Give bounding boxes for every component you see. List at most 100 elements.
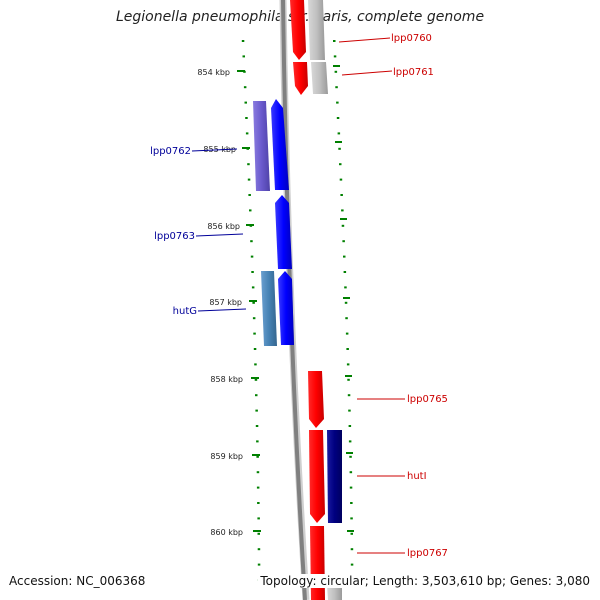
minor-tick-dot (342, 240, 345, 243)
minor-tick-dot (251, 271, 254, 273)
minor-tick-dot (257, 563, 261, 566)
gene-steel-1[interactable] (261, 271, 277, 346)
label-lpp0767[interactable]: lpp0767 (407, 548, 448, 559)
tick-label: 859 kbp (210, 452, 243, 461)
minor-tick-dot (338, 147, 341, 150)
minor-tick-dot (333, 40, 336, 42)
label-lpp0762[interactable]: lpp0762 (150, 146, 191, 157)
gene-purple-1[interactable] (253, 101, 270, 191)
leader-line (341, 70, 393, 76)
tick-label: 860 kbp (210, 528, 243, 537)
minor-tick-dot (341, 209, 344, 212)
minor-tick-dot (250, 240, 253, 243)
tick-mark (246, 224, 254, 226)
minor-tick-dot (257, 548, 261, 551)
minor-tick-dot (350, 563, 354, 566)
tick-label: 856 kbp (207, 222, 240, 231)
minor-tick-dot (252, 317, 256, 320)
minor-tick-dot (350, 532, 353, 535)
minor-tick-dot (349, 486, 353, 489)
minor-tick-dot (245, 132, 249, 135)
label-lpp0761[interactable]: lpp0761 (393, 67, 434, 78)
label-lpp0760[interactable]: lpp0760 (391, 33, 432, 44)
minor-tick-dot (336, 117, 340, 119)
minor-tick-dot (349, 455, 352, 458)
minor-tick-dot (257, 517, 260, 520)
minor-tick-dot (343, 255, 346, 258)
minor-tick-dot (244, 101, 247, 104)
minor-tick-dot (257, 502, 260, 504)
minor-tick-dot (253, 348, 257, 350)
outer-tick (346, 452, 353, 454)
minor-tick-dot (335, 86, 338, 89)
gene-track (253, 0, 342, 600)
tick-mark (249, 300, 257, 302)
leader-line (197, 308, 247, 312)
minor-tick-dot (250, 255, 254, 258)
gene-lpp0760[interactable] (290, 0, 306, 60)
minor-tick-dot (241, 40, 245, 42)
outer-tick (340, 218, 347, 220)
minor-tick-dot (345, 332, 349, 335)
minor-tick-dot (340, 194, 343, 196)
accession-text: Accession: NC_006368 (7, 574, 148, 588)
minor-tick-dot (255, 425, 259, 427)
label-hutI[interactable]: hutI (407, 471, 427, 482)
minor-tick-dot (344, 286, 347, 289)
minor-tick-dot (245, 117, 248, 119)
leader-line (195, 233, 244, 237)
label-lpp0763[interactable]: lpp0763 (154, 231, 195, 242)
minor-tick-dot (348, 440, 352, 443)
minor-tick-dot (256, 440, 259, 443)
tick-label: 858 kbp (210, 375, 243, 384)
tick-label: 857 kbp (209, 298, 242, 307)
label-lpp0765[interactable]: lpp0765 (407, 394, 448, 405)
gene-grey-upper[interactable] (308, 0, 325, 60)
minor-tick-dot (242, 55, 245, 58)
gene-lpp0761[interactable] (293, 62, 308, 95)
minor-tick-dot (346, 363, 350, 366)
gene-lpp0767[interactable] (310, 526, 325, 600)
minor-tick-dot (343, 271, 347, 273)
minor-tick-dot (344, 301, 348, 304)
minor-tick-dot (336, 101, 339, 104)
label-hutG[interactable]: hutG (173, 306, 197, 317)
gene-hutI[interactable] (309, 430, 325, 523)
minor-tick-dot (350, 502, 353, 504)
gene-grey-bottom[interactable] (327, 585, 342, 600)
minor-tick-dot (247, 178, 251, 181)
minor-tick-dot (347, 394, 351, 397)
minor-tick-dot (341, 224, 345, 227)
minor-tick-dot (349, 471, 353, 474)
tick-mark (237, 70, 245, 72)
gene-grey-lower[interactable] (311, 62, 328, 94)
minor-tick-dot (254, 363, 257, 366)
minor-tick-dot (256, 471, 260, 474)
tick-mark (253, 530, 261, 532)
gene-navy-1[interactable] (327, 430, 342, 523)
minor-tick-dot (247, 163, 250, 166)
gene-lpp0765[interactable] (308, 371, 324, 428)
minor-tick-dot (346, 348, 349, 350)
minor-tick-dot (348, 409, 351, 412)
gene-labels: lpp0760 lpp0761 lpp0762 lpp0763 hutG lpp… (150, 33, 448, 559)
minor-tick-dot (257, 532, 260, 535)
minor-tick-dot (337, 132, 341, 135)
minor-tick-dot (248, 194, 251, 196)
tick-label: 854 kbp (197, 68, 230, 77)
minor-tick-dot (249, 209, 252, 212)
minor-tick-dot (251, 286, 255, 289)
outer-tick (333, 65, 340, 67)
gene-lpp0763[interactable] (275, 195, 292, 269)
minor-tick-dot (339, 163, 342, 166)
minor-tick-dot (255, 394, 258, 397)
gene-lpp0762[interactable] (271, 99, 289, 190)
leader-line (338, 37, 391, 43)
tick-mark (242, 147, 250, 149)
minor-tick-dot (254, 378, 258, 381)
outer-tick (335, 141, 342, 143)
minor-ticks (241, 40, 354, 581)
minor-tick-dot (243, 86, 247, 89)
gene-hutG[interactable] (278, 271, 294, 345)
